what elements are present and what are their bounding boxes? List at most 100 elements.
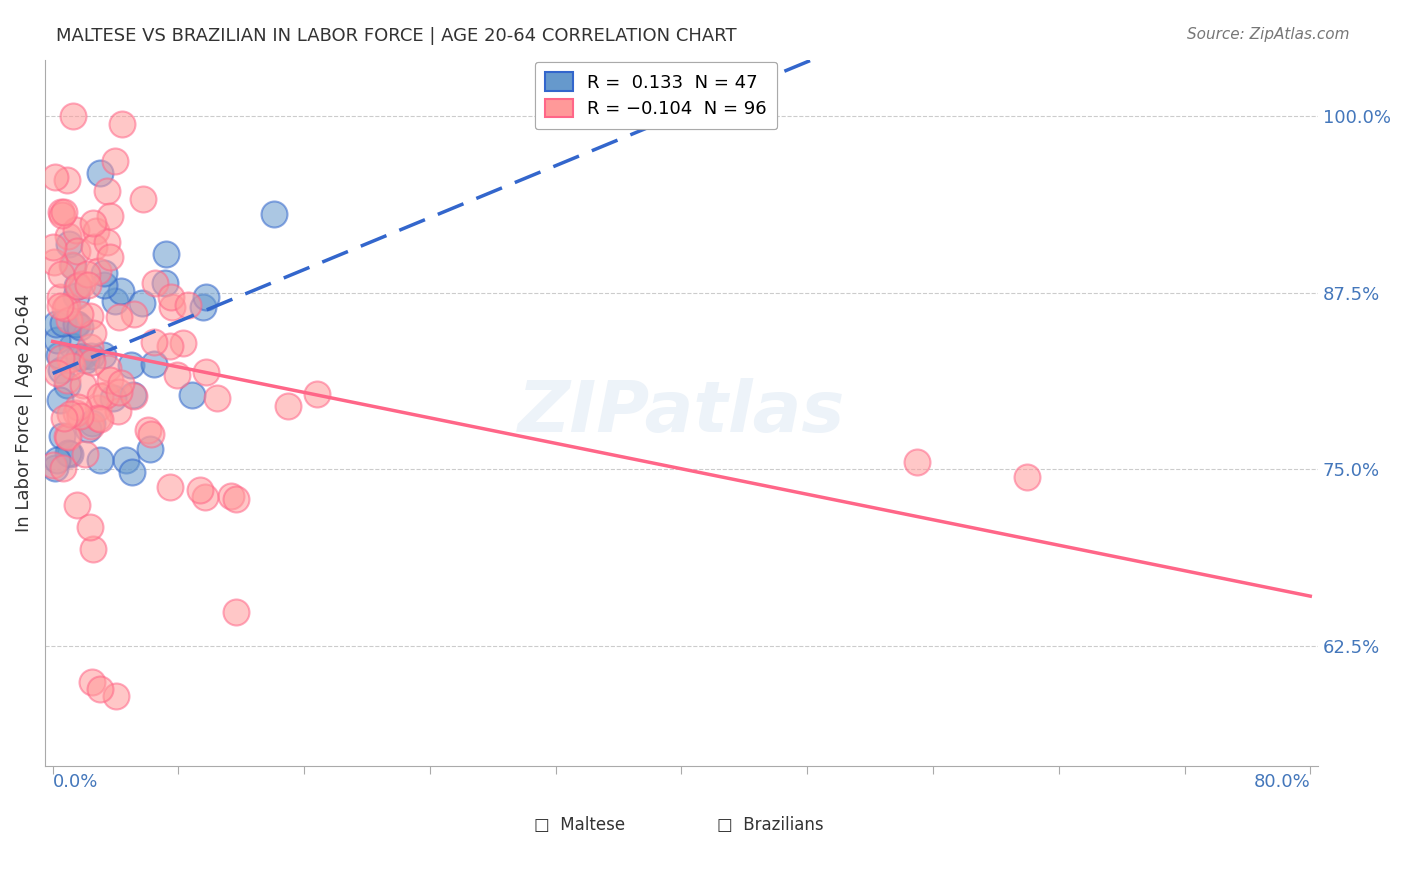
Point bbox=[94, 388, 117, 402]
Point bbox=[96, 184, 118, 198]
Point bbox=[110, 376, 132, 391]
Point bbox=[159, 339, 181, 353]
Point bbox=[104, 154, 127, 169]
Point bbox=[93, 266, 115, 280]
Point bbox=[107, 310, 129, 325]
Point bbox=[49, 204, 72, 219]
Point bbox=[225, 605, 247, 619]
Point bbox=[143, 334, 166, 349]
Point bbox=[104, 689, 127, 703]
Point bbox=[52, 460, 75, 475]
Point bbox=[277, 400, 299, 414]
Point bbox=[58, 446, 80, 460]
Text: 0.0%: 0.0% bbox=[52, 773, 98, 791]
Point bbox=[56, 430, 79, 444]
Point bbox=[905, 455, 928, 469]
Point bbox=[115, 453, 138, 467]
Point bbox=[89, 412, 111, 426]
Point bbox=[69, 319, 91, 334]
Point bbox=[53, 204, 76, 219]
Point bbox=[51, 362, 73, 376]
Point bbox=[66, 498, 89, 512]
Point bbox=[60, 359, 83, 373]
Point bbox=[49, 351, 72, 365]
Point bbox=[66, 400, 89, 414]
Point bbox=[122, 389, 145, 403]
Point bbox=[89, 681, 111, 696]
Point bbox=[44, 255, 66, 269]
Point bbox=[79, 339, 101, 353]
Point bbox=[98, 250, 121, 264]
Point bbox=[75, 447, 97, 461]
Point bbox=[219, 489, 242, 503]
Point bbox=[72, 349, 94, 363]
Point bbox=[58, 407, 80, 421]
Point bbox=[66, 317, 89, 331]
Point bbox=[48, 348, 70, 362]
Text: □  Maltese: □ Maltese bbox=[534, 816, 626, 834]
Point bbox=[166, 368, 188, 382]
Y-axis label: In Labor Force | Age 20-64: In Labor Force | Age 20-64 bbox=[15, 293, 32, 533]
Point bbox=[143, 276, 166, 290]
Point bbox=[193, 301, 215, 315]
Point bbox=[104, 293, 127, 308]
Point bbox=[180, 388, 202, 402]
Point bbox=[79, 309, 101, 323]
Point bbox=[44, 461, 66, 475]
Point bbox=[58, 236, 80, 251]
Point bbox=[195, 365, 218, 379]
Point bbox=[49, 392, 72, 407]
Point bbox=[82, 541, 104, 556]
Point bbox=[46, 333, 69, 347]
Point bbox=[56, 173, 79, 187]
Point bbox=[110, 284, 132, 298]
Point bbox=[121, 388, 143, 402]
Point bbox=[56, 377, 79, 392]
Point bbox=[107, 403, 129, 417]
Point bbox=[87, 264, 110, 278]
Point bbox=[263, 207, 285, 221]
Point bbox=[70, 277, 93, 292]
Point bbox=[111, 117, 134, 131]
Point bbox=[82, 216, 104, 230]
Point bbox=[49, 268, 72, 282]
Point bbox=[65, 223, 87, 237]
Point bbox=[53, 301, 76, 316]
Point bbox=[307, 386, 329, 401]
Point bbox=[87, 411, 110, 425]
Point bbox=[79, 520, 101, 534]
Point bbox=[139, 442, 162, 456]
Point bbox=[66, 244, 89, 259]
Point bbox=[177, 298, 200, 312]
Point bbox=[65, 406, 87, 420]
Point bbox=[55, 373, 77, 387]
Point bbox=[69, 409, 91, 423]
Point bbox=[83, 240, 105, 254]
Point bbox=[82, 355, 104, 369]
Point bbox=[136, 423, 159, 437]
Point bbox=[108, 384, 131, 399]
Point bbox=[45, 452, 67, 467]
Point bbox=[76, 267, 98, 281]
Point bbox=[155, 247, 177, 261]
Point bbox=[67, 350, 90, 364]
Point bbox=[52, 411, 75, 425]
Text: □  Brazilians: □ Brazilians bbox=[717, 816, 824, 834]
Point bbox=[131, 296, 153, 310]
Point bbox=[80, 349, 103, 363]
Point bbox=[195, 290, 218, 304]
Point bbox=[69, 307, 91, 321]
Point bbox=[153, 276, 176, 290]
Point bbox=[42, 458, 65, 473]
Point bbox=[62, 259, 84, 273]
Point bbox=[121, 465, 143, 479]
Point bbox=[98, 373, 121, 387]
Point bbox=[188, 483, 211, 497]
Point bbox=[51, 429, 73, 443]
Text: MALTESE VS BRAZILIAN IN LABOR FORCE | AGE 20-64 CORRELATION CHART: MALTESE VS BRAZILIAN IN LABOR FORCE | AG… bbox=[56, 27, 737, 45]
Point bbox=[66, 279, 89, 293]
Point bbox=[49, 299, 72, 313]
Point bbox=[101, 391, 124, 405]
Point bbox=[46, 367, 69, 381]
Point bbox=[82, 326, 104, 340]
